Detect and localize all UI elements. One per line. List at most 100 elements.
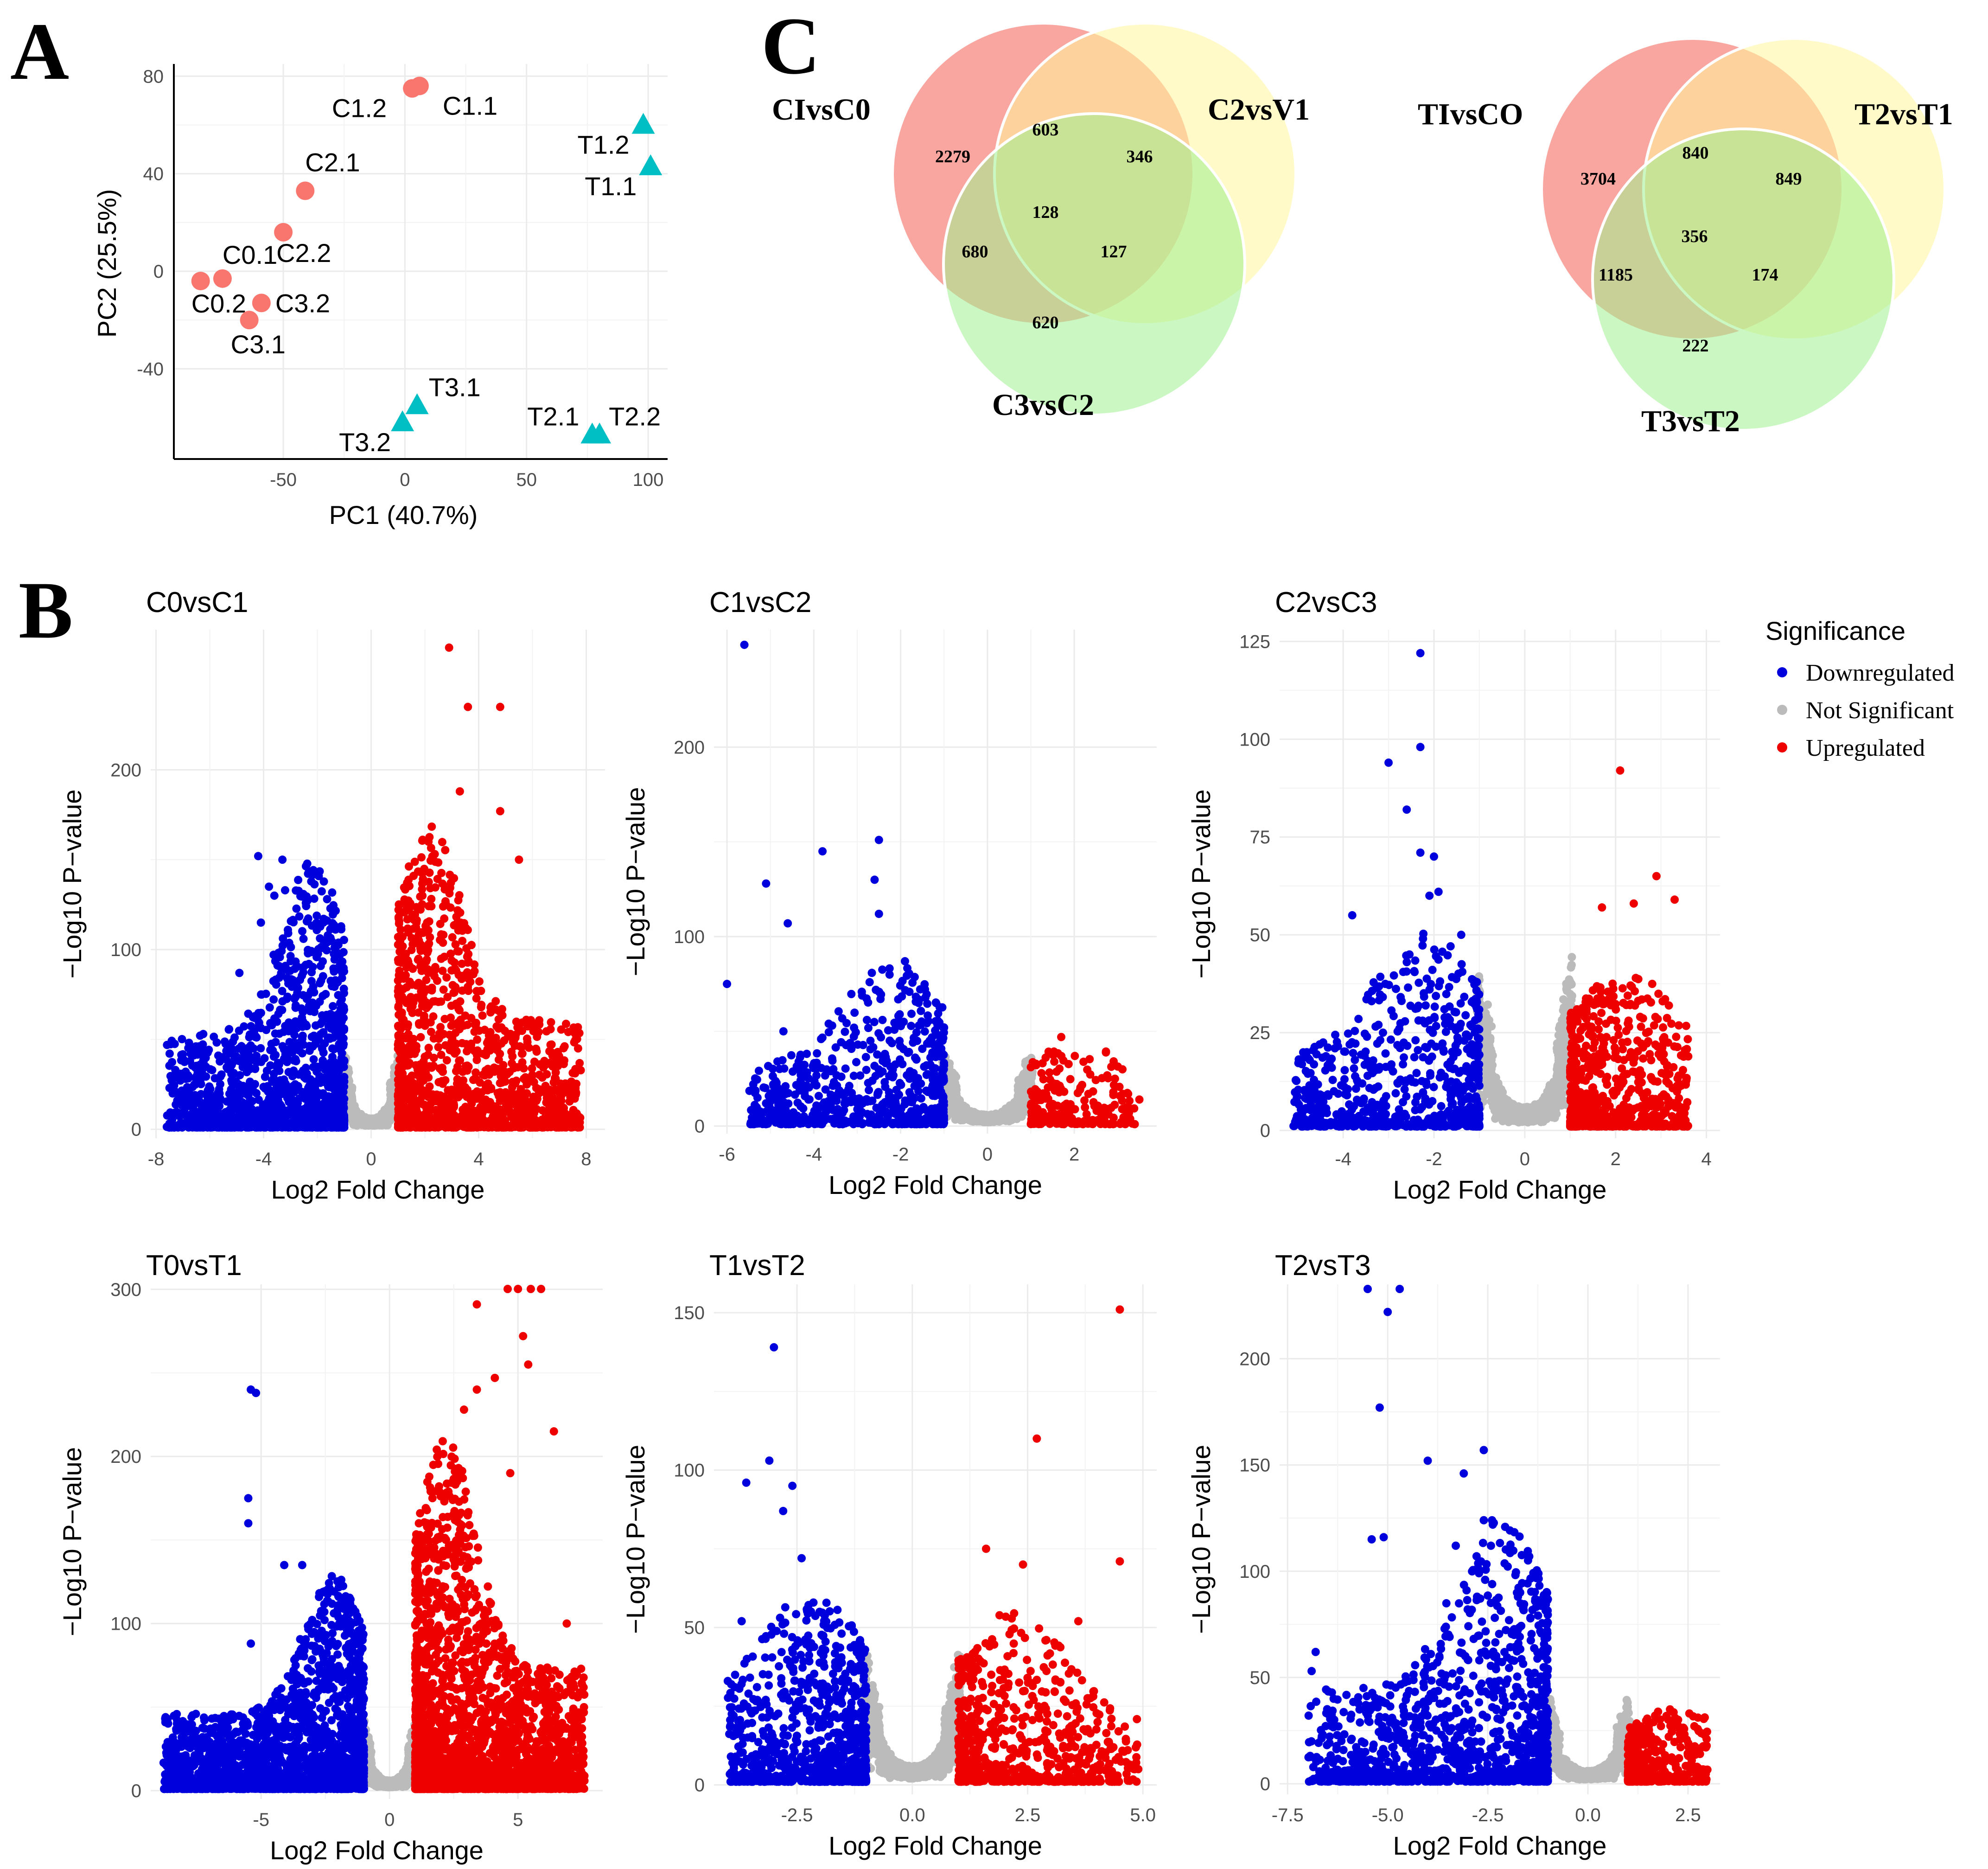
- point-down: [255, 1018, 263, 1027]
- point-down: [323, 1063, 331, 1072]
- x-tick-label: -6: [719, 1144, 735, 1165]
- x-tick-label: -8: [148, 1149, 165, 1169]
- point-down: [294, 875, 303, 884]
- point-up: [542, 1098, 551, 1107]
- point-up: [424, 1073, 433, 1082]
- point-up: [535, 1085, 544, 1094]
- point-down: [238, 1115, 247, 1123]
- y-axis-label: −Log10 P−value: [621, 787, 650, 976]
- point-up: [463, 1021, 472, 1029]
- point-up: [469, 1076, 478, 1084]
- point-down: [167, 1036, 176, 1045]
- point-up: [439, 1067, 447, 1076]
- point-up: [446, 903, 455, 912]
- pca-point-label: C0.2: [191, 289, 246, 318]
- point-down: [236, 1071, 244, 1079]
- venn-count-ab: 840: [1682, 143, 1709, 163]
- x-tick-label: 0: [366, 1149, 376, 1169]
- point-outlier: [254, 852, 262, 861]
- pca-point-label: C3.1: [231, 330, 286, 359]
- point-down: [252, 1058, 261, 1067]
- point-up: [439, 938, 447, 947]
- venn-label-b: C2vsV1: [1208, 93, 1310, 127]
- point-down: [165, 1049, 174, 1058]
- point-down: [271, 1029, 280, 1038]
- point-down: [297, 1087, 306, 1096]
- point-down: [333, 978, 342, 987]
- point-down: [265, 1003, 274, 1012]
- point-up: [429, 1034, 438, 1043]
- point-up: [485, 1046, 494, 1055]
- point-down: [256, 1044, 265, 1053]
- point-up: [463, 1105, 472, 1114]
- point-down: [284, 1068, 293, 1077]
- point-up: [401, 1104, 409, 1113]
- point-down: [304, 945, 312, 954]
- point-down: [297, 1004, 306, 1013]
- point-down: [271, 975, 280, 984]
- pca-x-tick-label: 0: [400, 470, 410, 490]
- point-down: [199, 1056, 208, 1065]
- venn-count-ac: 680: [962, 242, 988, 262]
- point-down: [323, 1112, 331, 1121]
- point-up: [422, 998, 431, 1007]
- point-up: [439, 1079, 447, 1088]
- point-up: [414, 1019, 423, 1027]
- point-down: [315, 867, 324, 876]
- point-down: [299, 934, 308, 943]
- x-tick-label: 4: [473, 1149, 484, 1169]
- point-up: [427, 843, 435, 852]
- point-down: [302, 1122, 311, 1130]
- point-up: [395, 934, 404, 943]
- point-up: [409, 1079, 418, 1088]
- point-down: [280, 1087, 289, 1096]
- point-up: [454, 947, 463, 956]
- point-up: [454, 896, 463, 905]
- pca-point: [405, 393, 429, 415]
- point-down: [254, 1096, 263, 1104]
- point-down: [186, 1049, 195, 1058]
- point-down: [216, 1096, 224, 1105]
- point-up: [566, 1092, 575, 1101]
- point-up: [452, 999, 460, 1008]
- point-up: [413, 1110, 422, 1119]
- point-down: [331, 1104, 340, 1113]
- point-up: [426, 884, 435, 893]
- venn-label-b: T2vsT1: [1854, 97, 1953, 131]
- point-down: [316, 1030, 325, 1039]
- point-up: [438, 879, 447, 888]
- point-down: [210, 1033, 218, 1041]
- venn-label-c: T3vsT2: [1641, 404, 1740, 438]
- point-up: [505, 1123, 514, 1132]
- point-down: [206, 1084, 215, 1093]
- point-up: [448, 1043, 457, 1052]
- point-outlier: [496, 807, 504, 816]
- point-down: [305, 1046, 314, 1055]
- point-down: [196, 1070, 205, 1078]
- point-down: [290, 1104, 299, 1113]
- point-down: [179, 1109, 188, 1118]
- point-up: [432, 1097, 440, 1105]
- point-down: [216, 1080, 225, 1089]
- point-up: [426, 856, 435, 865]
- point-down: [292, 904, 301, 913]
- point-outlier: [280, 886, 289, 895]
- point-down: [236, 1084, 245, 1092]
- point-up: [408, 1036, 417, 1045]
- point-down: [198, 1040, 207, 1049]
- x-tick-label: 2: [1069, 1144, 1079, 1165]
- point-up: [403, 1020, 412, 1029]
- point-down: [237, 1123, 246, 1131]
- point-down: [336, 1046, 345, 1054]
- point-down: [184, 1074, 192, 1083]
- point-up: [493, 1065, 502, 1073]
- pca-y-tick-label: 80: [143, 66, 164, 87]
- point-down: [220, 1122, 229, 1130]
- point-up: [513, 1023, 522, 1032]
- point-down: [198, 1121, 207, 1129]
- point-down: [196, 1031, 204, 1040]
- point-up: [466, 977, 475, 986]
- point-down: [278, 997, 287, 1006]
- pca-point-label: C2.2: [276, 238, 331, 268]
